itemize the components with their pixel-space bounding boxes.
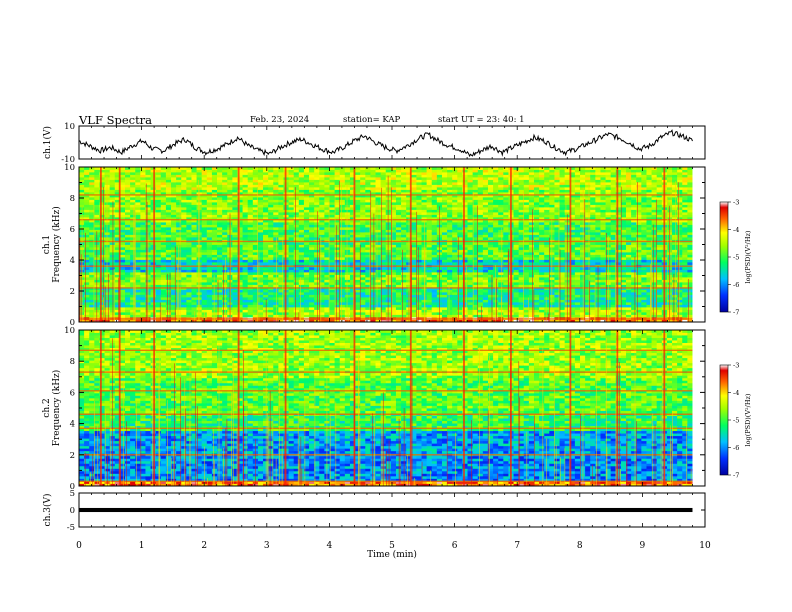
y-tick-label: 2 (70, 287, 75, 297)
colorbar-scale (719, 364, 729, 476)
channel-label: ch.2 (42, 398, 52, 417)
colorbar-tick-label: -4 (733, 389, 739, 397)
y-tick-label: -5 (67, 523, 75, 533)
x-tick-label: 8 (577, 541, 583, 551)
ch1-colorbar: -3 -4 -5 -6 -7 log(PSD)(V²/Hz) (719, 199, 752, 317)
y-tick-label: 10 (64, 122, 75, 132)
colorbar-tick-label: -6 (733, 444, 739, 452)
y-tick-label: 6 (70, 225, 75, 235)
date-label: Feb. 23, 2024 (250, 115, 310, 125)
colorbar-tick-label: -4 (733, 226, 739, 234)
ch1-y-axis-label: ch.1(V) (42, 126, 53, 159)
y-tick-label: 8 (70, 357, 75, 367)
colorbar-scale (719, 201, 729, 313)
y-tick-label: 5 (70, 489, 75, 499)
x-tick-label: 6 (452, 541, 458, 551)
plot-title: VLF Spectra (79, 113, 153, 127)
ch3-trace (79, 507, 693, 513)
colorbar-tick-label: -3 (733, 199, 739, 207)
ch3-y-axis-label: ch.3(V) (42, 494, 53, 527)
frequency-axis-label: Frequency (kHz) (51, 206, 62, 283)
ch1-spectrogram-panel: 0 2 4 6 8 10 ch.1 Frequency (kHz) (42, 163, 706, 328)
panel-frame (78, 125, 706, 160)
no-data-region (692, 330, 705, 486)
ch2-spectrogram-panel: 0 2 4 6 8 10 ch.2 Frequency (kHz) (42, 326, 706, 492)
x-tick-label: 4 (327, 541, 333, 551)
y-tick-label: 6 (70, 388, 75, 398)
colorbar-tick-label: -5 (733, 417, 739, 425)
x-tick-label: 1 (139, 541, 145, 551)
ch1-waveform-panel: 10 -10 ch.1(V) (42, 122, 706, 165)
spectrogram-cells (79, 167, 693, 323)
station-label: station= KAP (343, 115, 401, 125)
x-tick-label: 2 (201, 541, 207, 551)
x-tick-label: 10 (699, 541, 711, 551)
x-tick-label: 5 (389, 541, 395, 551)
colorbar-tick-label: -5 (733, 254, 739, 262)
y-tick-label: 0 (70, 318, 75, 328)
colorbar-label: log(PSD)(V²/Hz) (744, 393, 752, 446)
colorbar-tick-label: -7 (733, 472, 739, 480)
x-axis-label: Time (min) (367, 549, 417, 560)
start-time-label: start UT = 23: 40: 1 (438, 115, 525, 125)
colorbar-tick-label: -6 (733, 281, 739, 289)
y-tick-label: 0 (70, 506, 75, 516)
y-tick-label: 10 (64, 163, 75, 173)
time-axis: 0 1 2 3 4 5 6 7 8 9 10 Time (min) (76, 541, 711, 560)
x-tick-label: 9 (640, 541, 646, 551)
x-tick-label: 7 (514, 541, 520, 551)
channel-label: ch.1 (42, 235, 52, 254)
y-tick-label: 10 (64, 326, 75, 336)
ch3-waveform-panel: 5 0 -5 ch.3(V) (42, 489, 706, 533)
y-tick-label: 4 (70, 256, 75, 266)
y-tick-label: -10 (61, 155, 75, 165)
colorbar-tick-label: -7 (733, 309, 739, 317)
y-tick-label: 2 (70, 451, 75, 461)
y-tick-label: 0 (70, 482, 75, 492)
y-tick-label: 4 (70, 420, 75, 430)
x-tick-label: 3 (264, 541, 270, 551)
no-data-region (692, 167, 705, 322)
ch1-trace (78, 129, 693, 158)
y-tick-label: 8 (70, 194, 75, 204)
colorbar-tick-label: -3 (733, 362, 739, 370)
x-tick-label: 0 (76, 541, 82, 551)
ch2-colorbar: -3 -4 -5 -6 -7 log(PSD)(V²/Hz) (719, 362, 752, 480)
colorbar-label: log(PSD)(V²/Hz) (744, 230, 752, 283)
frequency-axis-label: Frequency (kHz) (51, 370, 62, 447)
